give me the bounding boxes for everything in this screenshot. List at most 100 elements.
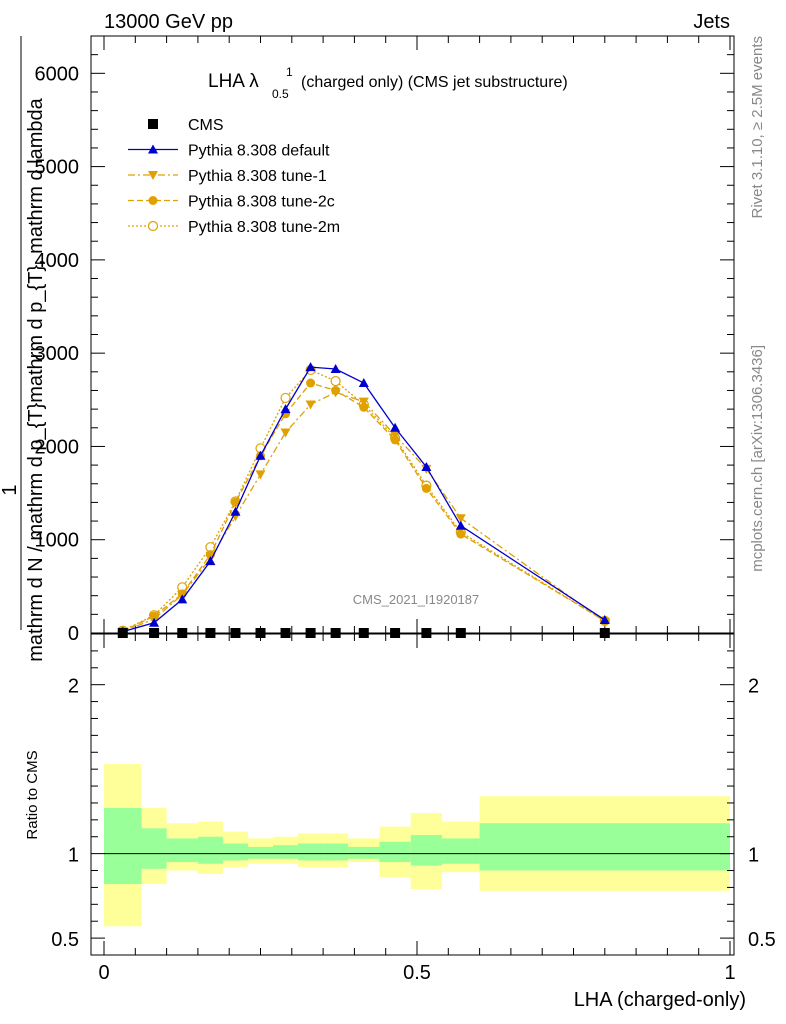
point-cms: [149, 628, 160, 638]
y-tick-label: 4000: [35, 250, 80, 272]
y-axis-label: 1 mathrm d N / mathrm d p_{T}mathrm d p_…: [0, 36, 47, 662]
legend-label-pythia-8-308-default: Pythia 8.308 default: [188, 143, 330, 160]
point-pythia-8-308-default: [149, 617, 160, 627]
point-pythia-8-308-tune-2m: [330, 376, 341, 387]
ratio-inner-band: [166, 838, 198, 863]
point-cms: [330, 628, 341, 638]
ratio-tick-label: 2: [68, 676, 79, 698]
point-pythia-8-308-tune-2c: [306, 378, 316, 388]
point-pythia-8-308-tune-1: [280, 428, 291, 438]
main-axes: 0 1000 2000 3000 4000 5000 6000: [35, 35, 734, 645]
point-cms: [421, 628, 432, 638]
point-cms: [280, 628, 291, 638]
point-cms: [230, 628, 241, 638]
point-pythia-8-308-default: [390, 422, 401, 432]
ratio-bands: [104, 764, 730, 927]
legend-marker-cms: [148, 119, 158, 129]
y-tick-label: 6000: [35, 63, 80, 85]
point-pythia-8-308-default: [205, 556, 216, 566]
series-line-pythia-8-308-tune-2m: [122, 369, 606, 632]
ratio-axes: 0.5 0.5 1 1 2 2 0 0.5 1: [51, 634, 776, 984]
ratio-tick-label: 0.5: [51, 929, 79, 951]
title-rest: (charged only) (CMS jet substructure): [301, 74, 568, 91]
point-pythia-8-308-tune-1: [305, 400, 316, 410]
point-cms: [205, 628, 216, 638]
x-tick-label: 0.5: [403, 962, 431, 984]
y-tick-label: 3000: [35, 343, 80, 365]
point-cms: [117, 628, 128, 638]
point-pythia-8-308-default: [305, 362, 316, 372]
point-pythia-8-308-tune-1: [330, 388, 341, 398]
title-sub: 0.5: [272, 87, 289, 101]
point-pythia-8-308-default: [455, 520, 466, 530]
point-pythia-8-308-tune-1: [358, 397, 369, 407]
series-line-pythia-8-308-tune-1: [122, 391, 606, 633]
y-tick-label: 0: [68, 623, 79, 645]
rivet-label: Rivet 3.1.10, ≥ 2.5M events: [749, 36, 766, 219]
ratio-inner-band: [222, 843, 248, 861]
point-cms: [455, 628, 466, 638]
y-tick-label: 5000: [35, 157, 80, 179]
ylabel-num: 1: [0, 484, 21, 495]
ylabel-den: mathrm d N / mathrm d p_{T}mathrm d p_{T…: [25, 97, 47, 661]
ratio-tick-label-right: 2: [748, 676, 759, 698]
legend-label-pythia-8-308-tune-1: Pythia 8.308 tune-1: [188, 168, 327, 185]
point-pythia-8-308-tune-1: [390, 431, 401, 441]
point-pythia-8-308-default: [358, 378, 369, 388]
point-cms: [305, 628, 316, 638]
ratio-inner-band: [141, 828, 167, 869]
ratio-inner-band: [247, 846, 274, 859]
legend-label-pythia-8-308-tune-2m: Pythia 8.308 tune-2m: [188, 219, 340, 236]
chart-title: LHA λ 1 0.5 (charged only) (CMS jet subs…: [208, 65, 568, 101]
point-pythia-8-308-tune-2c: [421, 483, 431, 493]
point-pythia-8-308-tune-1: [455, 514, 466, 524]
point-pythia-8-308-default: [421, 461, 432, 471]
point-cms: [358, 628, 369, 638]
point-pythia-8-308-tune-1: [255, 470, 266, 480]
main-series: [104, 362, 730, 638]
point-cms: [255, 628, 266, 638]
point-pythia-8-308-tune-2c: [456, 529, 466, 539]
ratio-inner-band: [442, 838, 480, 864]
legend: CMS Pythia 8.308 default Pythia 8.308 tune…: [128, 117, 340, 236]
title-sup: 1: [286, 65, 293, 79]
legend-marker-pythia-8-308-tune-2c: [148, 196, 158, 205]
ratio-inner-band: [348, 846, 380, 859]
legend-marker-pythia-8-308-default: [148, 144, 158, 154]
watermark: CMS_2021_I1920187: [353, 592, 480, 607]
legend-label-cms: CMS: [188, 117, 224, 134]
point-pythia-8-308-default: [255, 450, 266, 460]
ratio-inner-band: [197, 836, 223, 864]
ratio-inner-band: [298, 843, 324, 861]
x-tick-label: 1: [724, 962, 735, 984]
legend-marker-pythia-8-308-tune-1: [148, 171, 158, 180]
ratio-tick-label-right: 1: [748, 845, 759, 867]
series-line-pythia-8-308-tune-2c: [122, 382, 606, 632]
header-left: 13000 GeV pp: [104, 11, 233, 33]
point-pythia-8-308-default: [599, 614, 610, 624]
ratio-plot-frame: [90, 633, 735, 956]
point-pythia-8-308-tune-2m: [280, 392, 291, 404]
series-line-pythia-8-308-default: [122, 366, 606, 633]
ratio-inner-band: [273, 845, 299, 859]
point-pythia-8-308-default: [330, 364, 341, 374]
point-pythia-8-308-default: [177, 594, 188, 604]
ratio-inner-band: [323, 843, 349, 861]
point-cms: [177, 628, 188, 638]
ratio-tick-label: 1: [68, 845, 79, 867]
point-cms: [390, 628, 401, 638]
legend-label-pythia-8-308-tune-2c: Pythia 8.308 tune-2c: [188, 194, 335, 211]
legend-marker-pythia-8-308-tune-2m: [147, 220, 159, 232]
title-main: LHA λ: [208, 71, 259, 92]
mcplots-label: mcplots.cern.ch [arXiv:1306.3436]: [749, 345, 766, 572]
x-axis-label: LHA (charged-only): [574, 989, 746, 1011]
point-pythia-8-308-tune-2c: [230, 497, 240, 507]
ratio-inner-band: [104, 808, 142, 885]
ratio-inner-band: [410, 835, 443, 866]
ratio-inner-band: [379, 841, 411, 863]
ratio-tick-label-right: 0.5: [748, 929, 776, 951]
header-right: Jets: [693, 11, 730, 33]
point-pythia-8-308-default: [230, 506, 241, 516]
x-tick-label: 0: [98, 962, 109, 984]
